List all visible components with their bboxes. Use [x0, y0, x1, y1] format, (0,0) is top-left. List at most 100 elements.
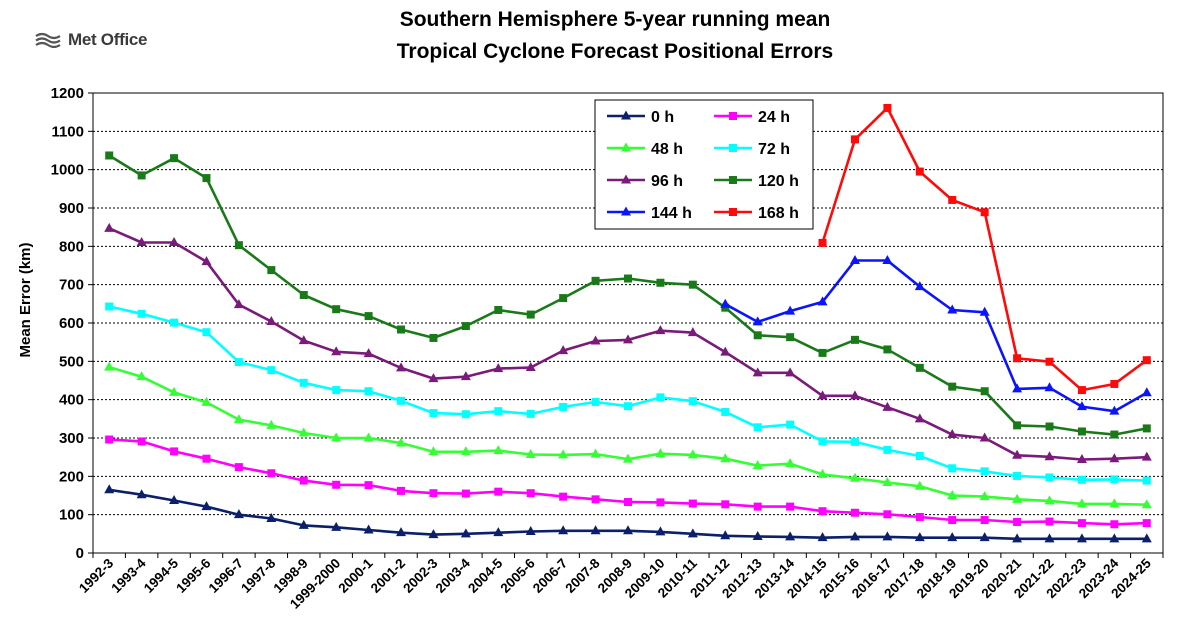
data-point-0h	[104, 484, 115, 494]
data-point-72h	[1110, 475, 1119, 484]
chart-subtitle: Tropical Cyclone Forecast Positional Err…	[396, 40, 834, 63]
data-point-72h	[332, 386, 341, 395]
data-point-168h	[980, 208, 989, 217]
legend-item-120h: 120 h	[714, 173, 799, 190]
data-point-120h	[591, 276, 600, 285]
y-tick-label: 100	[59, 507, 84, 524]
data-point-0h	[785, 531, 796, 541]
data-point-96h	[266, 315, 277, 325]
data-point-72h	[494, 407, 503, 416]
y-tick-label: 700	[59, 277, 84, 294]
chart-title: Southern Hemisphere 5-year running mean	[399, 8, 831, 31]
data-point-0h	[136, 489, 147, 499]
data-point-96h	[979, 432, 990, 442]
data-point-144h	[914, 281, 925, 291]
legend-label: 72 h	[758, 141, 790, 158]
data-point-96h	[558, 345, 569, 355]
data-point-24h	[688, 499, 697, 508]
data-point-96h	[623, 334, 633, 344]
x-tick-label: 2005-6	[498, 555, 539, 596]
y-tick-label: 200	[59, 468, 84, 485]
data-point-120h	[688, 280, 697, 289]
data-point-24h	[137, 437, 146, 446]
data-point-24h	[753, 502, 762, 511]
data-point-72h	[688, 397, 697, 406]
data-point-24h	[883, 510, 892, 519]
data-point-96h	[233, 299, 244, 309]
data-point-120h	[915, 363, 924, 372]
data-point-144h	[1109, 405, 1120, 415]
data-point-0h	[720, 530, 731, 540]
y-tick-label: 900	[59, 200, 84, 217]
data-point-72h	[170, 318, 179, 327]
legend-item-144h: 144 h	[607, 205, 692, 222]
data-point-24h	[1077, 519, 1086, 528]
data-point-0h	[428, 529, 439, 539]
data-point-168h	[1110, 379, 1119, 388]
legend-item-168h: 168 h	[714, 205, 799, 222]
data-point-168h	[1045, 357, 1054, 366]
data-point-72h	[948, 464, 957, 473]
data-point-120h	[559, 294, 568, 303]
data-point-24h	[461, 489, 470, 498]
data-point-120h	[1013, 421, 1022, 430]
data-point-144h	[1076, 401, 1087, 411]
series-96h	[104, 222, 1152, 463]
data-point-48h	[201, 396, 212, 406]
data-point-120h	[170, 154, 179, 163]
data-point-168h	[818, 238, 827, 247]
data-point-72h	[915, 452, 924, 461]
data-point-96h	[914, 413, 925, 423]
data-point-48h	[428, 446, 439, 456]
data-point-96h	[785, 367, 796, 377]
data-point-0h	[363, 524, 374, 534]
y-tick-label: 0	[76, 545, 84, 562]
data-point-72h	[883, 445, 892, 454]
data-point-48h	[136, 371, 147, 381]
data-point-72h	[299, 378, 308, 387]
data-point-24h	[397, 486, 406, 495]
data-point-0h	[266, 513, 277, 522]
data-point-48h	[493, 445, 504, 455]
data-point-24h	[591, 495, 600, 504]
data-point-96h	[331, 346, 342, 356]
data-point-48h	[169, 386, 180, 396]
data-point-0h	[849, 531, 860, 541]
data-point-120h	[948, 382, 957, 391]
data-point-24h	[170, 447, 179, 456]
data-point-0h	[298, 519, 309, 529]
data-point-72h	[137, 309, 146, 318]
data-point-168h	[1013, 354, 1022, 363]
data-point-0h	[201, 501, 212, 511]
legend-box	[594, 99, 814, 230]
data-point-72h	[202, 328, 211, 337]
data-point-0h	[460, 528, 471, 538]
data-point-24h	[980, 516, 989, 525]
legend-label: 24 h	[758, 109, 790, 126]
data-point-120h	[624, 274, 632, 283]
data-point-120h	[267, 266, 276, 275]
data-point-24h	[364, 481, 373, 490]
data-point-24h	[1013, 517, 1022, 526]
x-tick-label: 1994-5	[141, 555, 182, 596]
data-point-96h	[396, 362, 407, 372]
data-point-120h	[818, 348, 827, 357]
data-point-96h	[136, 237, 147, 246]
data-point-48h	[1076, 498, 1087, 508]
y-tick-label: 1100	[51, 123, 84, 140]
data-point-96h	[849, 390, 860, 400]
y-tick-label: 600	[59, 315, 84, 332]
data-point-96h	[460, 371, 471, 381]
x-tick-label: 2001-2	[368, 556, 408, 596]
legend: 0 h 24 h 48 h 72 h 96 h 120 h 144 h 168 h	[594, 99, 814, 230]
series-48h	[104, 361, 1152, 509]
data-point-120h	[1077, 427, 1086, 436]
data-point-72h	[1077, 475, 1086, 484]
x-axis: 1992-31993-41994-51995-61996-71997-81998…	[76, 553, 1164, 612]
data-point-72h	[397, 396, 406, 405]
data-point-48h	[1044, 495, 1055, 505]
y-tick-label: 400	[59, 392, 84, 409]
data-point-48h	[655, 448, 666, 458]
data-point-96h	[720, 346, 731, 356]
legend-item-96h: 96 h	[607, 173, 683, 190]
